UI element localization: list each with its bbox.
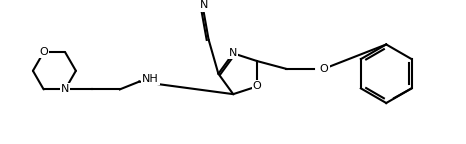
Text: N: N	[61, 84, 69, 94]
Text: O: O	[320, 64, 329, 74]
Text: O: O	[39, 47, 48, 57]
Text: N: N	[229, 48, 237, 58]
Text: O: O	[253, 81, 261, 91]
Text: NH: NH	[142, 74, 159, 84]
Text: N: N	[199, 0, 208, 10]
